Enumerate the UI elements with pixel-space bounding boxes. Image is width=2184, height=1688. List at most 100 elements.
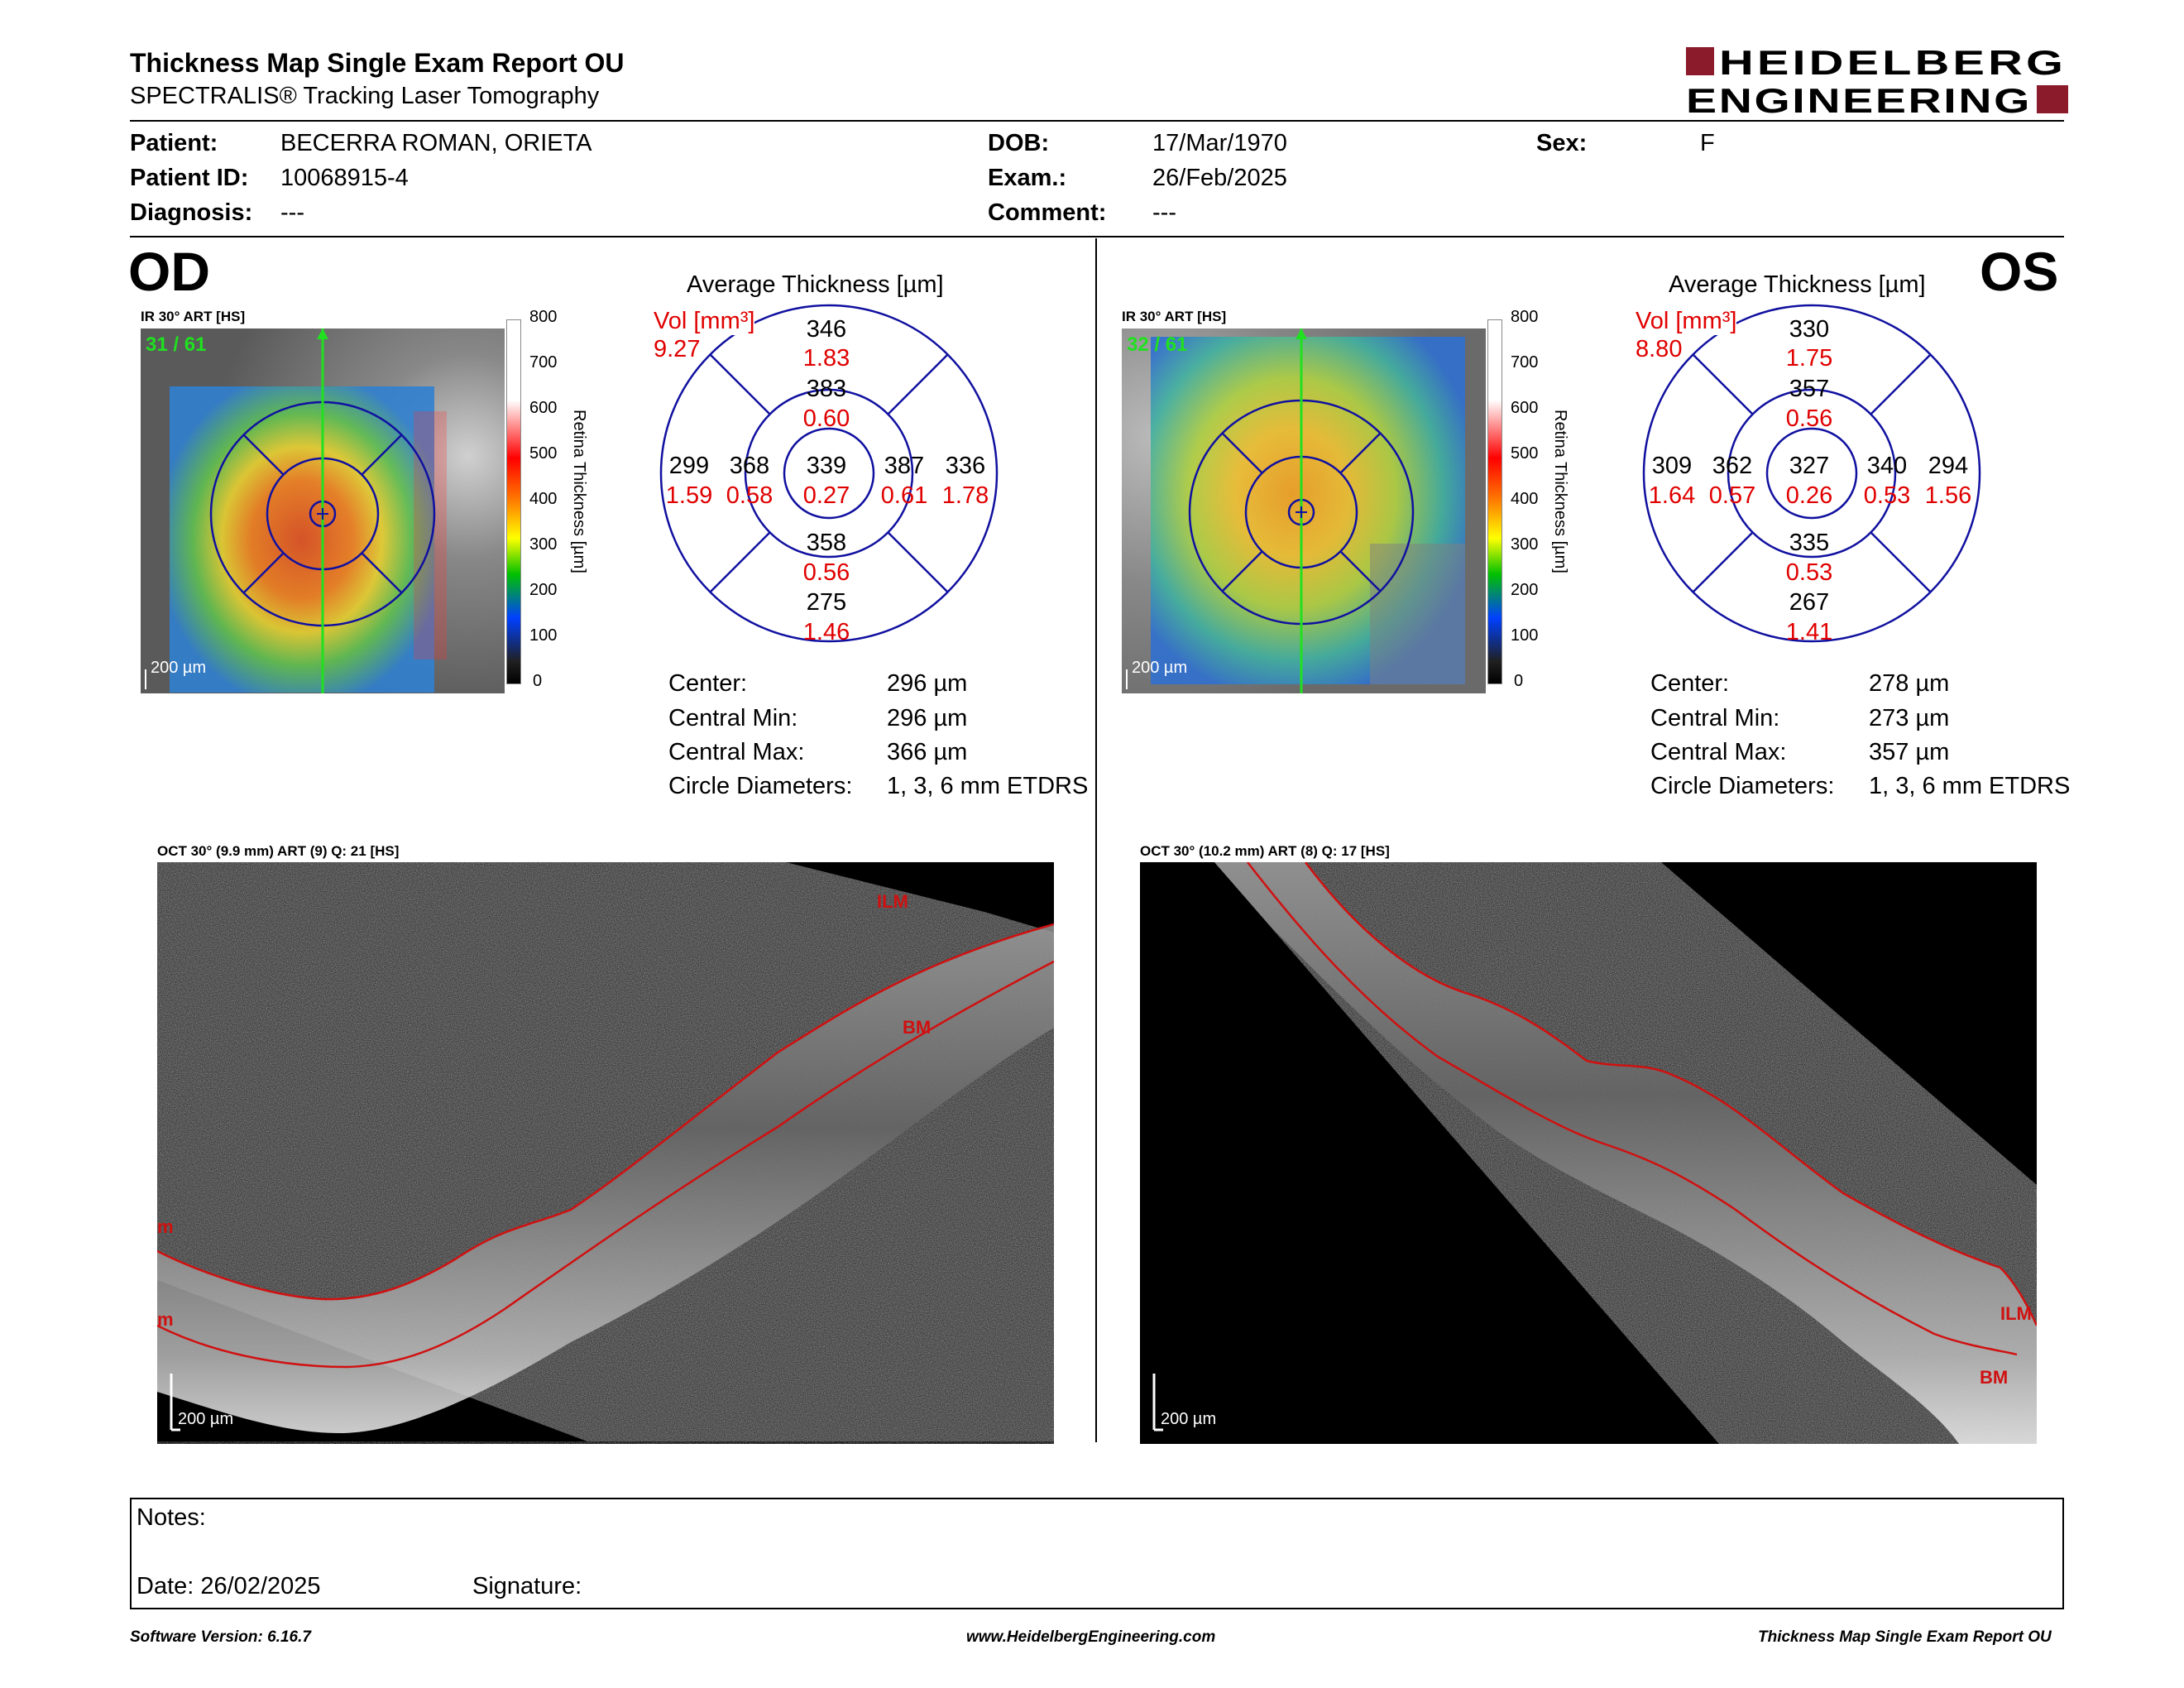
od-outer-superior-thickness: 346 (807, 316, 846, 343)
od-ilm-label: ILM (877, 891, 908, 912)
os-etdrs-grid: 330 1.75 357 0.56 309 1.64 362 0.57 327 … (1642, 304, 1981, 645)
od-stat-diam-label: Circle Diameters: (668, 773, 853, 799)
od-inner-superior-volume: 0.60 (803, 405, 850, 432)
exam-label: Exam.: (988, 165, 1067, 191)
od-ilm-line (157, 923, 1054, 1301)
date-label: Date: 26/02/2025 (136, 1573, 321, 1599)
od-frame-counter: 31 / 61 (146, 333, 206, 356)
od-inner-temporal-thickness: 368 (730, 453, 769, 479)
od-outer-temporal-thickness: 299 (669, 453, 709, 479)
od-color-scale (506, 319, 521, 684)
report-subtitle: SPECTRALIS® Tracking Laser Tomography (130, 83, 600, 109)
od-stat-max-value: 366 µm (887, 739, 968, 765)
od-inner-nasal-volume: 0.61 (881, 482, 927, 509)
od-outer-nasal-volume: 1.78 (942, 482, 989, 509)
os-avg-title: Average Thickness [µm] (1669, 271, 1926, 298)
exam-value: 26/Feb/2025 (1152, 165, 1287, 191)
od-inner-inferior-volume: 0.56 (803, 559, 850, 586)
os-oct-scan: ILM BM 200 µm (1140, 862, 2037, 1444)
os-outer-superior-volume: 1.75 (1786, 345, 1832, 372)
os-map-scale-bar: 200 µm (1132, 659, 1187, 677)
diagnosis-value: --- (280, 199, 304, 226)
od-ir-title: IR 30° ART [HS] (141, 309, 246, 324)
os-center-thickness: 327 (1789, 453, 1829, 479)
od-stat-center-label: Center: (668, 670, 748, 697)
os-center-volume: 0.26 (1786, 482, 1832, 509)
comment-value: --- (1152, 199, 1176, 226)
sex-label: Sex: (1536, 130, 1588, 156)
os-stat-max-value: 357 µm (1869, 739, 1950, 765)
od-map-scale-bar: 200 µm (151, 659, 206, 677)
center-divider (1095, 238, 1097, 1442)
od-edge-label-bottom: m (157, 1309, 174, 1330)
os-inner-nasal-volume: 0.53 (1864, 482, 1910, 509)
os-vol-value: 8.80 (1636, 336, 1683, 362)
os-oct-title: OCT 30° (10.2 mm) ART (8) Q: 17 [HS] (1140, 843, 1390, 859)
os-ilm-label: ILM (2000, 1303, 2032, 1324)
os-stat-max-label: Central Max: (1650, 739, 1787, 765)
os-bm-label: BM (1980, 1367, 2008, 1388)
od-stat-max-label: Central Max: (668, 739, 805, 765)
od-oct-title: OCT 30° (9.9 mm) ART (9) Q: 21 [HS] (157, 843, 400, 859)
od-outer-inferior-thickness: 275 (807, 589, 846, 616)
od-thickness-map: 31 / 61 200 µm (141, 328, 505, 693)
notes-box: Notes: Date: 26/02/2025 Signature: (130, 1498, 2064, 1609)
od-bm-label: BM (903, 1017, 931, 1038)
od-inner-nasal-thickness: 387 (884, 453, 924, 479)
os-inner-inferior-thickness: 335 (1789, 530, 1829, 556)
od-bm-line (157, 960, 1054, 1369)
od-stat-diam-value: 1, 3, 6 mm ETDRS (887, 773, 1089, 799)
os-inner-nasal-thickness: 340 (1867, 453, 1907, 479)
os-oct-scale-bar: 200 µm (1161, 1410, 1216, 1428)
od-vol-value: 9.27 (654, 336, 701, 362)
od-eye-label: OD (128, 241, 210, 302)
dob-value: 17/Mar/1970 (1152, 130, 1287, 156)
od-outer-superior-volume: 1.83 (803, 345, 850, 372)
diagnosis-label: Diagnosis: (130, 199, 253, 226)
os-inner-inferior-volume: 0.53 (1786, 559, 1832, 586)
notes-label: Notes: (136, 1504, 206, 1531)
od-outer-inferior-volume: 1.46 (803, 619, 850, 645)
os-stat-diam-value: 1, 3, 6 mm ETDRS (1869, 773, 2071, 799)
od-center-thickness: 339 (807, 453, 846, 479)
patient-id-value: 10068915-4 (280, 165, 409, 191)
od-inner-inferior-thickness: 358 (807, 530, 846, 556)
logo-line2: ENGINEERING (1686, 81, 2032, 117)
os-ilm-line (1305, 862, 2037, 1326)
dob-label: DOB: (988, 130, 1050, 156)
os-frame-counter: 32 / 61 (1127, 333, 1187, 356)
os-stat-center-value: 278 µm (1869, 670, 1950, 697)
os-stat-min-label: Central Min: (1650, 705, 1780, 731)
os-outer-inferior-thickness: 267 (1789, 589, 1829, 616)
os-outer-nasal-volume: 1.56 (1925, 482, 1971, 509)
os-thickness-map: 32 / 61 200 µm (1122, 328, 1486, 693)
od-outer-nasal-thickness: 336 (946, 453, 985, 479)
os-color-scale (1487, 319, 1502, 684)
od-vol-label: Vol [mm³] (654, 308, 755, 335)
os-inner-temporal-thickness: 362 (1712, 453, 1752, 479)
footer-website: www.HeidelbergEngineering.com (966, 1628, 1216, 1646)
header-divider (130, 120, 2064, 122)
od-stat-center-value: 296 µm (887, 670, 968, 697)
od-oct-scan: ILM BM m m 200 µm (157, 862, 1054, 1444)
os-outer-inferior-volume: 1.41 (1786, 619, 1832, 645)
od-etdrs-grid: 346 1.83 383 0.60 299 1.59 368 0.58 339 … (659, 304, 999, 645)
os-eye-label: OS (1980, 241, 2059, 302)
comment-label: Comment: (988, 199, 1107, 226)
os-inner-superior-volume: 0.56 (1786, 405, 1832, 432)
os-bm-line (1247, 862, 2018, 1356)
os-inner-temporal-volume: 0.57 (1709, 482, 1755, 509)
report-title: Thickness Map Single Exam Report OU (130, 48, 625, 78)
sex-value: F (1700, 130, 1715, 156)
os-scale-label: Retina Thickness [µm] (1551, 410, 1569, 573)
od-edge-label-top: m (157, 1216, 174, 1237)
os-ir-title: IR 30° ART [HS] (1122, 309, 1227, 324)
patient-divider (130, 236, 2064, 237)
os-outer-temporal-thickness: 309 (1652, 453, 1692, 479)
od-inner-superior-thickness: 383 (807, 376, 846, 402)
od-center-volume: 0.27 (803, 482, 850, 509)
os-outer-temporal-volume: 1.64 (1649, 482, 1695, 509)
od-scale-label: Retina Thickness [µm] (570, 410, 588, 573)
os-outer-nasal-thickness: 294 (1928, 453, 1968, 479)
os-inner-superior-thickness: 357 (1789, 376, 1829, 402)
